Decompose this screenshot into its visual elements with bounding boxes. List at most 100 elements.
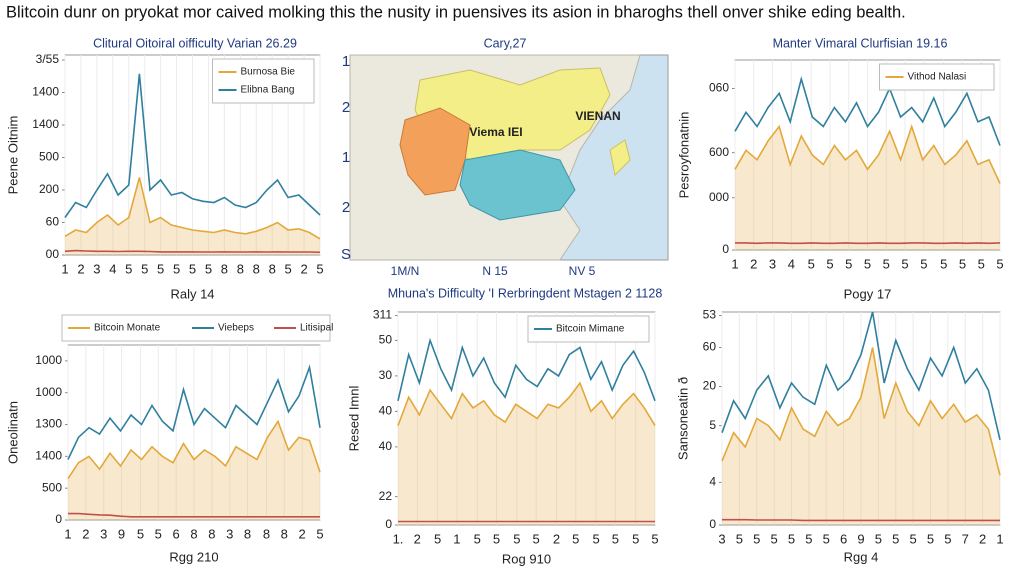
x-tick-label: 5 (493, 531, 500, 546)
x-tick-label: 7 (962, 531, 969, 546)
series-line (67, 364, 321, 460)
map-title: Cary,27 (484, 36, 527, 50)
y-tick-label: 20 (703, 379, 717, 393)
x-tick-label: 2 (553, 531, 560, 546)
chart-panel: Clitural Oitoiral oifficulty Varian 26.2… (5, 36, 323, 301)
y-tick-label: 0 (385, 517, 392, 531)
x-tick-label: 8 (263, 526, 270, 541)
x-tick-label: 8 (221, 261, 228, 276)
area-fill (68, 421, 320, 520)
x-tick-label: 9 (857, 531, 864, 546)
y-tick-label: 00 (46, 247, 60, 261)
y-tick-label: 1400 (35, 449, 62, 463)
series-line (397, 337, 656, 402)
map-axis-label: 1M/N (391, 264, 420, 278)
x-tick-label: 2 (299, 526, 306, 541)
x-tick-label: 2 (979, 531, 986, 546)
x-tick-label: 5 (845, 256, 852, 271)
x-tick-label: 2 (300, 261, 307, 276)
map-axis-label: N 15 (482, 264, 508, 278)
area-fill (735, 126, 1000, 250)
y-tick-label: 1400 (32, 117, 59, 131)
chart-title: Mhuna's Difficulty 'I Rerbringdent Mstag… (388, 286, 663, 300)
chart-title: Clitural Oitoiral oifficulty Varian 26.2… (93, 36, 297, 50)
legend-label: Vithod Nalasi (908, 72, 967, 83)
x-axis-label: Rog 910 (502, 551, 551, 566)
x-tick-label: 5 (651, 531, 658, 546)
map-axis-label: 1 (342, 149, 350, 166)
x-tick-label: 1 (453, 531, 460, 546)
area-fill (398, 383, 655, 525)
series-line (734, 123, 1001, 184)
map-axis-label: NV 5 (569, 264, 596, 278)
x-tick-label: 3 (718, 531, 725, 546)
y-tick-label: 4 (709, 475, 716, 489)
x-tick-label: 5 (736, 531, 743, 546)
legend-label: Burnosa Bie (241, 67, 296, 78)
chart-panel: Mhuna's Difficulty 'I Rerbringdent Mstag… (346, 286, 662, 566)
x-tick-label: 5 (285, 261, 292, 276)
x-tick-label: 5 (808, 256, 815, 271)
legend-box (212, 58, 315, 104)
x-tick-label: 1 (996, 531, 1003, 546)
x-tick-label: 5 (533, 531, 540, 546)
chart-panel: Manter Vimaral Clurfisian 19.16 Pogy 17 Pe… (676, 36, 1003, 301)
x-axis-label: Rgg 4 (844, 549, 879, 564)
map-axis-label: S (341, 246, 351, 263)
series-line (64, 177, 321, 240)
y-tick-label: 060 (709, 81, 729, 95)
y-axis-label: Pesroyfonatnin (676, 112, 691, 199)
map-region-label: Viema IEI (469, 125, 522, 139)
x-tick-label: 5 (940, 256, 947, 271)
x-tick-label: 1 (731, 256, 738, 271)
x-tick-label: 8 (269, 261, 276, 276)
x-tick-label: 8 (208, 526, 215, 541)
x-tick-label: 5 (125, 261, 132, 276)
series-line (64, 73, 321, 218)
legend-label: Litisipal (300, 323, 333, 334)
series-line (397, 381, 656, 427)
x-tick-label: 5 (920, 256, 927, 271)
area-fill (722, 347, 1000, 525)
chart-title: Manter Vimaral Clurfisian 19.16 (773, 36, 948, 50)
series-line (721, 311, 1001, 440)
x-tick-label: 3 (226, 526, 233, 541)
x-tick-label: 5 (155, 526, 162, 541)
map-region-teal (459, 149, 576, 221)
x-tick-label: 5 (474, 531, 481, 546)
y-tick-label: 60 (46, 215, 60, 229)
x-tick-label: 5 (513, 531, 520, 546)
y-tick-label: 500 (39, 150, 59, 164)
x-tick-label: 8 (281, 526, 288, 541)
x-tick-label: 5 (959, 256, 966, 271)
x-tick-label: 2 (414, 531, 421, 546)
y-tick-label: 1000 (35, 385, 62, 399)
x-tick-label: 5 (771, 531, 778, 546)
map-axis-label: 2 (342, 99, 350, 116)
x-tick-label: 3 (769, 256, 776, 271)
y-tick-label: 311 (373, 308, 392, 322)
x-tick-label: 5 (205, 261, 212, 276)
x-tick-label: 5 (572, 531, 579, 546)
y-tick-label: 0 (709, 517, 716, 531)
x-tick-label: 2 (77, 261, 84, 276)
x-tick-label: 1 (64, 526, 71, 541)
x-tick-label: 5 (141, 261, 148, 276)
x-tick-label: 5 (996, 256, 1003, 271)
y-tick-label: 60 (703, 340, 717, 354)
map-region-orange (399, 107, 471, 196)
x-tick-label: 4 (109, 261, 116, 276)
x-tick-label: 9 (118, 526, 125, 541)
x-axis-label: Pogy 17 (844, 286, 892, 301)
x-tick-label: 8 (190, 526, 197, 541)
x-tick-label: 5 (910, 531, 917, 546)
x-tick-label: 5 (157, 261, 164, 276)
x-tick-label: 8 (253, 261, 260, 276)
x-tick-label: 5 (892, 531, 899, 546)
y-axis-label: Sansoneatin ð (675, 377, 690, 460)
y-axis-label: Resed Imnl (346, 386, 361, 452)
y-axis-label: Oneolinatn (5, 401, 20, 464)
